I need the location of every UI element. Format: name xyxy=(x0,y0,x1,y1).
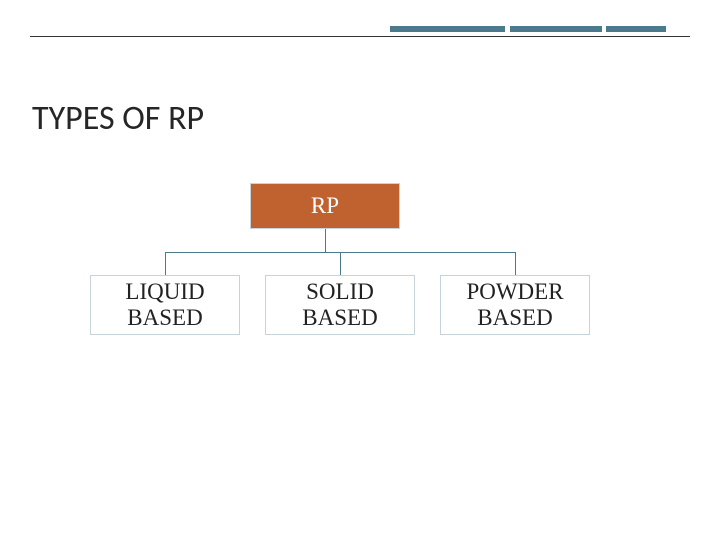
connector-root-drop xyxy=(325,229,326,252)
top-thin-line xyxy=(30,36,690,37)
tree-root-node: RP xyxy=(250,183,400,229)
tree-child-label-line1: LIQUID xyxy=(125,279,204,305)
connector-child-drop xyxy=(165,252,166,275)
tree-child-label-line1: SOLID xyxy=(306,279,374,305)
top-bar-segment xyxy=(606,26,666,32)
tree-child-label-line2: BASED xyxy=(127,305,202,331)
top-bar-segment xyxy=(510,26,602,32)
tree-child-label-line1: POWDER xyxy=(466,279,563,305)
page-title: TYPES OF RP xyxy=(32,98,204,139)
tree-child-node: LIQUID BASED xyxy=(90,275,240,335)
tree-child-node: POWDER BASED xyxy=(440,275,590,335)
tree-child-label-line2: BASED xyxy=(302,305,377,331)
tree-child-label-line2: BASED xyxy=(477,305,552,331)
tree-root-label: RP xyxy=(311,193,339,219)
tree-child-node: SOLID BASED xyxy=(265,275,415,335)
top-bar-segment xyxy=(390,26,505,32)
connector-child-drop xyxy=(515,252,516,275)
connector-child-drop xyxy=(340,252,341,275)
